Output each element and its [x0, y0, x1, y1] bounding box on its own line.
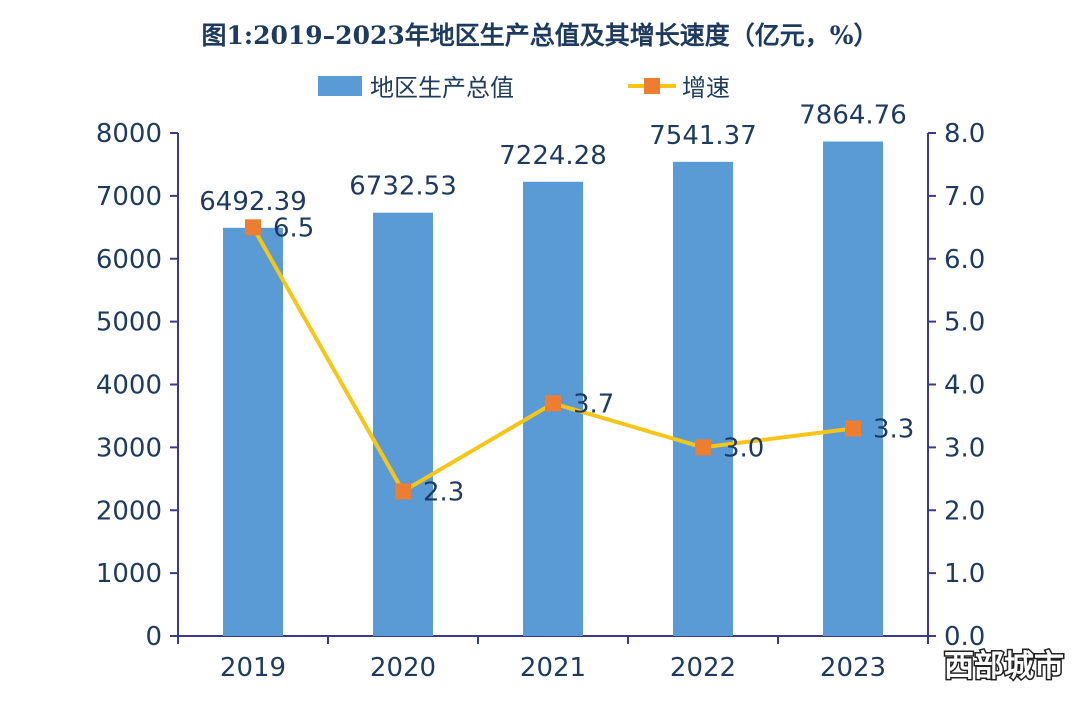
right-tick-label: 5.0 [944, 308, 985, 338]
growth-value-label: 3.0 [723, 433, 764, 463]
watermark: 西部城市 [943, 648, 1066, 686]
x-tick-label: 2019 [220, 653, 286, 683]
x-axis-ticks: 2019 2020 2021 2022 2023 [177, 636, 929, 683]
growth-point [245, 219, 261, 236]
bar-value-label: 6732.53 [349, 172, 457, 202]
bar [823, 141, 883, 636]
right-tick-label: 8.0 [944, 119, 985, 149]
growth-point [395, 483, 411, 500]
right-axis-ticks: 0.0 1.0 2.0 3.0 4.0 5.0 6.0 7.0 8.0 [928, 119, 985, 652]
right-tick-label: 7.0 [944, 182, 985, 212]
chart-title: 图1:2019–2023年地区生产总值及其增长速度（亿元，%） [201, 21, 878, 50]
x-tick-label: 2023 [820, 653, 886, 683]
growth-point [545, 395, 561, 412]
growth-point [695, 439, 711, 456]
x-tick-label: 2022 [670, 653, 736, 683]
left-tick-label: 1000 [96, 559, 162, 589]
bar-series [223, 141, 883, 637]
legend-marker-growth [644, 78, 660, 94]
legend-swatch-gdp [318, 76, 362, 96]
left-tick-label: 6000 [96, 245, 162, 275]
growth-line-series [245, 219, 861, 500]
bar-value-label: 6492.39 [199, 187, 307, 217]
legend-label-gdp: 地区生产总值 [370, 74, 514, 102]
legend: 地区生产总值 增速 [318, 74, 730, 102]
right-tick-label: 4.0 [944, 371, 985, 401]
bar [673, 161, 733, 636]
bar-value-label: 7541.37 [649, 121, 757, 151]
left-tick-label: 5000 [96, 308, 162, 338]
growth-value-label: 6.5 [273, 213, 314, 243]
x-tick-label: 2021 [520, 653, 586, 683]
left-tick-label: 0 [145, 622, 162, 652]
growth-value-label: 2.3 [423, 477, 464, 507]
left-tick-label: 4000 [96, 371, 162, 401]
left-tick-label: 2000 [96, 496, 162, 526]
growth-point [845, 420, 861, 437]
growth-value-labels: 6.5 2.3 3.7 3.0 3.3 [273, 213, 914, 507]
growth-value-label: 3.7 [573, 389, 614, 419]
bar-value-label: 7224.28 [499, 141, 607, 171]
bar-value-label: 7864.76 [799, 101, 907, 131]
right-tick-label: 6.0 [944, 245, 985, 275]
right-tick-label: 3.0 [944, 433, 985, 463]
growth-value-label: 3.3 [873, 415, 914, 445]
bar [223, 227, 283, 636]
bar [373, 212, 433, 636]
watermark-text: 西部城市 [944, 649, 1064, 684]
x-tick-label: 2020 [370, 653, 436, 683]
left-tick-label: 7000 [96, 182, 162, 212]
bar-value-labels: 6492.39 6732.53 7224.28 7541.37 7864.76 [199, 101, 907, 217]
right-tick-label: 2.0 [944, 496, 985, 526]
left-tick-label: 8000 [96, 119, 162, 149]
left-axis-ticks: 0 1000 2000 3000 4000 5000 6000 7000 8000 [96, 119, 178, 652]
right-tick-label: 1.0 [944, 559, 985, 589]
legend-label-growth: 增速 [682, 74, 730, 102]
right-tick-label: 0.0 [944, 622, 985, 652]
left-tick-label: 3000 [96, 433, 162, 463]
